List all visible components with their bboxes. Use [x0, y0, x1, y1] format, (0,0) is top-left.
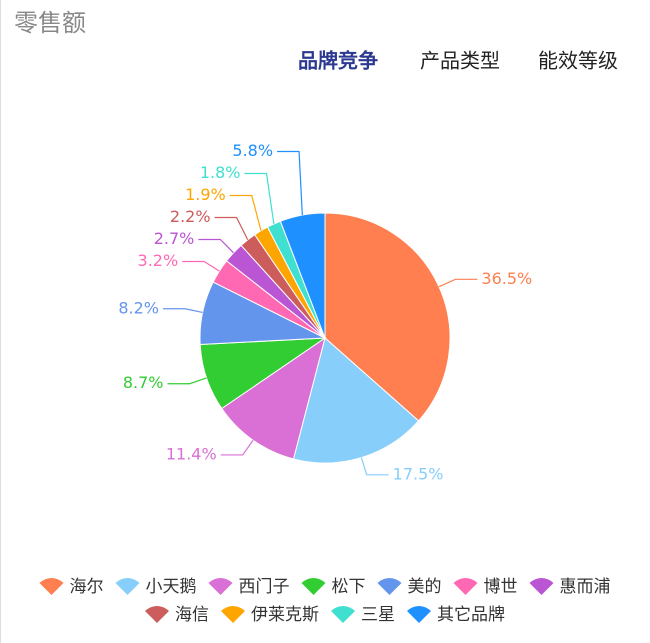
legend-label: 海信 — [175, 605, 209, 625]
label-line — [229, 194, 262, 231]
data-label: 5.8% — [232, 141, 273, 160]
label-line — [167, 377, 207, 385]
legend-row: 海尔 小天鹅 西门子 松下 美的 博世 惠而浦 — [39, 577, 611, 597]
legend-label: 小天鹅 — [146, 577, 197, 597]
label-line — [438, 278, 478, 288]
legend-icon — [377, 578, 402, 595]
data-label: 36.5% — [481, 269, 532, 288]
legend-icon — [221, 606, 245, 623]
label-line — [214, 216, 249, 241]
data-label: 1.9% — [185, 185, 226, 204]
data-label: 3.2% — [138, 251, 179, 270]
tab[interactable]: 能效等级 — [538, 49, 618, 73]
legend-icon — [39, 578, 64, 595]
legend-label: 松下 — [332, 577, 366, 597]
label-line — [220, 439, 254, 456]
legend-label: 西门子 — [239, 577, 290, 597]
pie-slice — [324, 212, 451, 422]
legend-label: 惠而浦 — [560, 577, 611, 597]
legend-icon — [407, 606, 431, 623]
data-label: 1.8% — [200, 163, 241, 182]
data-label: 8.7% — [123, 373, 164, 392]
legend-icon — [331, 606, 355, 623]
label-line — [360, 457, 389, 476]
label-line — [198, 238, 234, 254]
label-line — [182, 260, 220, 272]
pie-slice — [279, 212, 326, 339]
legend-label: 美的 — [408, 577, 442, 597]
label-line — [244, 172, 275, 225]
label-line — [277, 150, 303, 216]
legend-label: 海尔 — [70, 577, 104, 597]
legend-icon — [529, 578, 554, 595]
data-label: 8.2% — [118, 298, 159, 317]
legend-icon — [115, 578, 140, 595]
pie-slice — [292, 337, 420, 464]
legend-icon — [453, 578, 478, 595]
legend-label: 博世 — [484, 577, 518, 597]
data-label: 11.4% — [166, 444, 217, 463]
data-label: 2.7% — [154, 229, 195, 248]
legend-label: 三星 — [361, 605, 395, 625]
data-label: 2.2% — [170, 207, 211, 226]
panel-title: 零售额 — [14, 9, 86, 37]
data-label: 17.5% — [393, 464, 444, 483]
tab[interactable]: 品牌竞争 — [298, 49, 378, 73]
legend-row: 海信 伊莱克斯 三星 其它品牌 — [145, 605, 505, 625]
legend-label: 伊莱克斯 — [251, 605, 319, 625]
tab[interactable]: 产品类型 — [420, 49, 500, 73]
label-line — [163, 308, 203, 314]
legend-icon — [145, 606, 169, 623]
legend-label: 其它品牌 — [437, 605, 505, 625]
legend-icon — [301, 578, 326, 595]
legend-icon — [208, 578, 233, 595]
